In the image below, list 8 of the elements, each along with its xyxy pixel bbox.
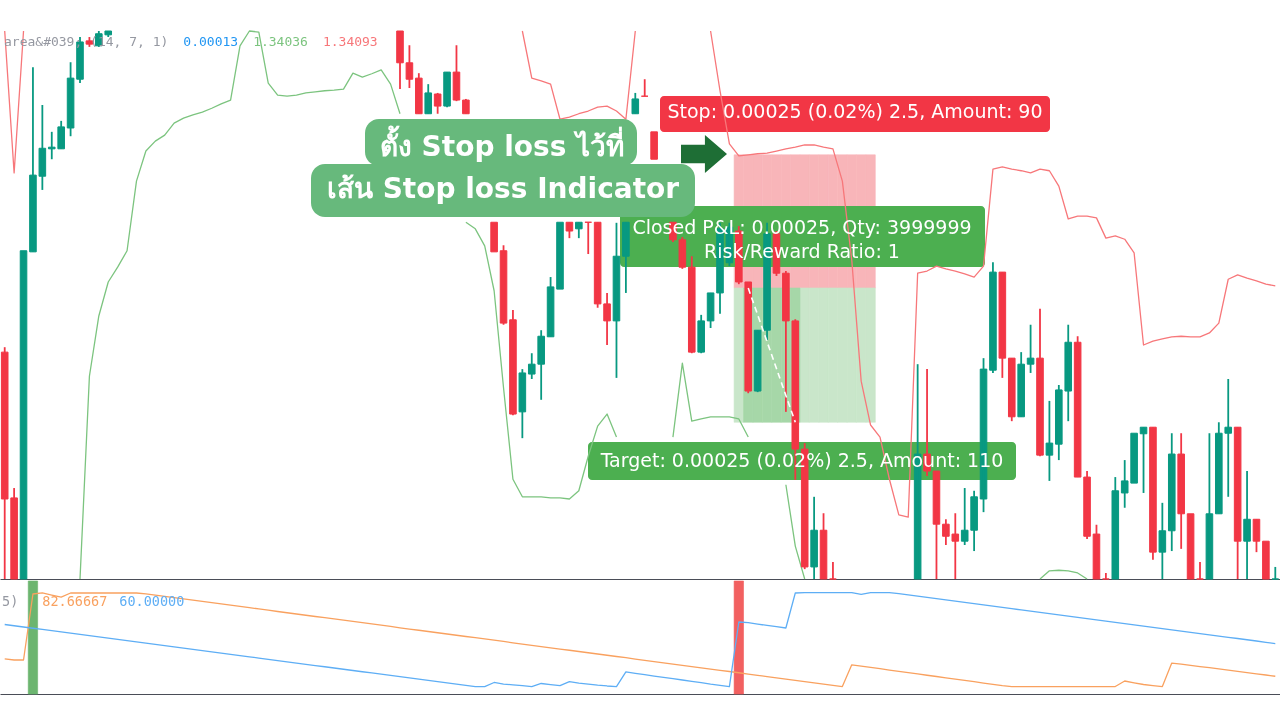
annotation: เส้น Stop loss Indicator (326, 172, 680, 205)
annotation: 5) (2, 593, 19, 609)
text: 60.00000 (119, 593, 185, 609)
series-label: 82.66667 (42, 593, 108, 609)
text: 1.34093 (322, 34, 378, 49)
annotation: ตั้ง Stop loss ไว้ที่ (379, 125, 625, 163)
annotation: 0.00013 (183, 34, 239, 49)
annotation: Stop: 0.00025 (0.02%) 2.5, Amount: 90 (667, 100, 1043, 122)
